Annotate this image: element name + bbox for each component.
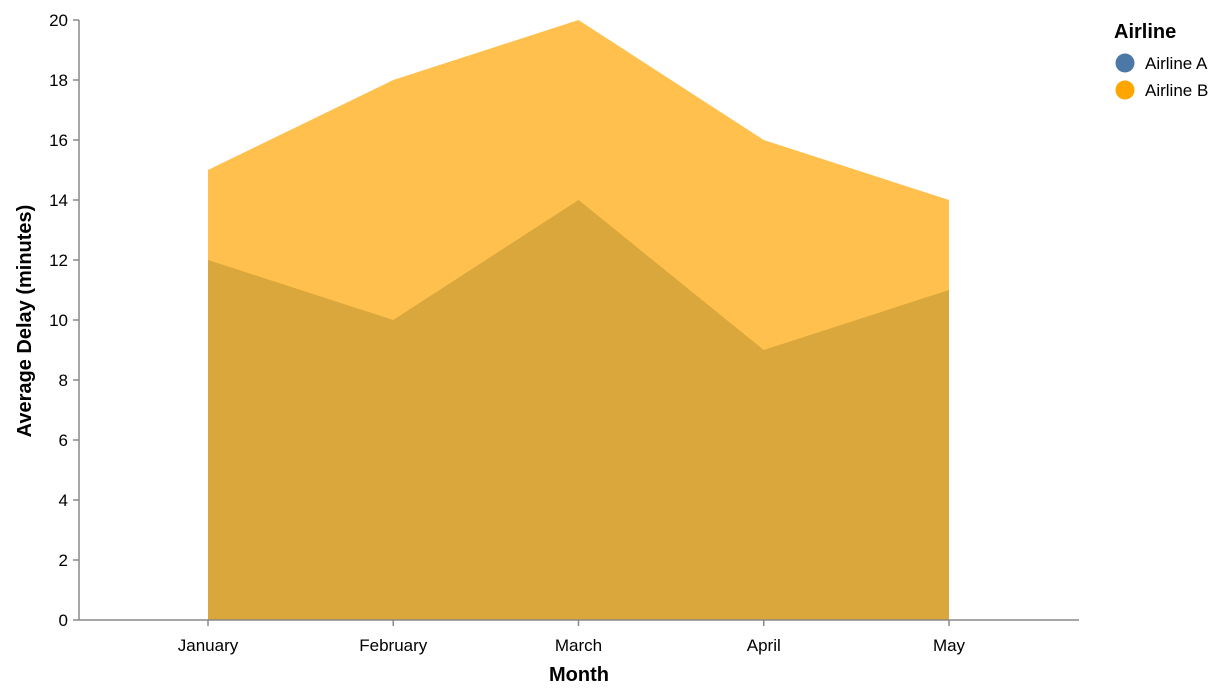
legend-label: Airline A xyxy=(1145,54,1208,73)
y-tick-label: 16 xyxy=(49,131,68,150)
legend-label: Airline B xyxy=(1145,81,1208,100)
y-tick-label: 20 xyxy=(49,11,68,30)
legend: Airline Airline A Airline B xyxy=(1114,21,1208,100)
x-tick-label: February xyxy=(359,636,428,655)
x-tick-label: April xyxy=(747,636,781,655)
y-tick-label: 6 xyxy=(59,431,68,450)
x-axis: January February March April May xyxy=(79,619,1079,655)
y-tick-label: 10 xyxy=(49,311,68,330)
legend-swatch xyxy=(1115,80,1135,100)
x-tick-label: March xyxy=(555,636,602,655)
y-tick-label: 4 xyxy=(59,491,68,510)
chart-areas xyxy=(208,20,949,620)
x-axis-title: Month xyxy=(549,664,609,686)
y-tick-label: 18 xyxy=(49,71,68,90)
y-tick-label: 12 xyxy=(49,251,68,270)
y-tick-label: 14 xyxy=(49,191,68,210)
x-tick-label: January xyxy=(178,636,239,655)
x-tick-label: May xyxy=(933,636,966,655)
y-tick-label: 2 xyxy=(59,551,68,570)
y-tick-label: 0 xyxy=(59,611,68,630)
y-tick-label: 8 xyxy=(59,371,68,390)
legend-title: Airline xyxy=(1114,21,1176,43)
area-airline-a xyxy=(208,200,949,620)
legend-swatch xyxy=(1115,53,1135,73)
y-axis: 0 2 4 6 8 10 12 14 16 18 20 xyxy=(49,11,80,630)
y-axis-title: Average Delay (minutes) xyxy=(14,205,36,438)
